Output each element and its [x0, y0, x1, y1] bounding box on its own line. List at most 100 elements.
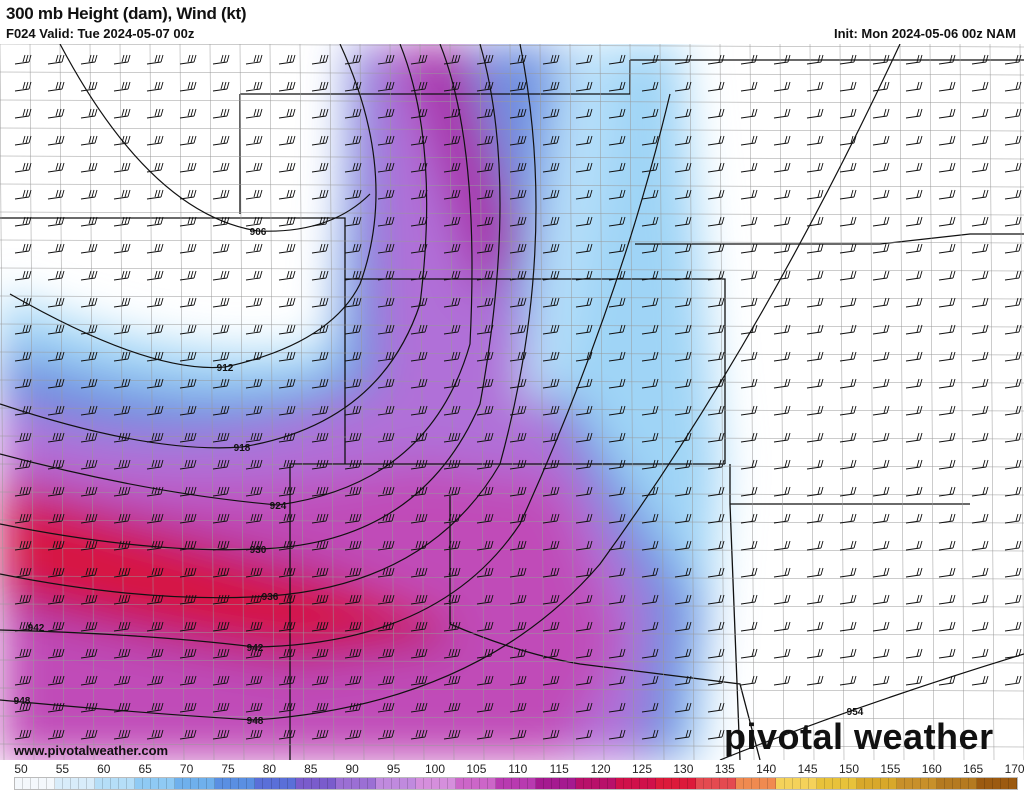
- wind-barb: [674, 216, 692, 227]
- colorbar-swatch: [752, 778, 761, 789]
- wind-barb: [14, 81, 32, 92]
- wind-barb: [674, 702, 692, 713]
- wind-barb: [47, 351, 65, 362]
- wind-barb: [542, 594, 560, 605]
- county-line: [239, 44, 245, 760]
- wind-barb: [872, 648, 890, 659]
- wind-barb: [245, 594, 263, 605]
- colorbar-label: 150: [838, 762, 860, 776]
- wind-barb: [1004, 540, 1022, 551]
- wind-barb: [773, 648, 791, 659]
- wind-barb: [806, 324, 824, 335]
- colorbar-swatch: [175, 778, 184, 789]
- wind-barb: [542, 648, 560, 659]
- wind-barb: [245, 675, 263, 686]
- wind-barb: [707, 675, 725, 686]
- wind-barb: [179, 702, 197, 713]
- wind-barb: [872, 324, 890, 335]
- colorbar-swatch: [319, 778, 328, 789]
- wind-barb: [212, 486, 230, 497]
- wind-barb: [179, 459, 197, 470]
- wind-barb: [872, 108, 890, 119]
- wind-barb: [707, 297, 725, 308]
- colorbar-swatch: [776, 778, 785, 789]
- colorbar-swatch: [439, 778, 448, 789]
- contour-label: 918: [234, 443, 251, 454]
- wind-barb: [608, 324, 626, 335]
- wind-barb: [575, 675, 593, 686]
- wind-barb: [146, 54, 164, 65]
- wind-barb: [839, 648, 857, 659]
- wind-barb: [707, 189, 725, 200]
- wind-barb: [674, 459, 692, 470]
- wind-barb: [344, 405, 362, 416]
- wind-barb: [1004, 81, 1022, 92]
- wind-barb: [443, 297, 461, 308]
- wind-barb: [971, 54, 989, 65]
- colorbar-swatch: [351, 778, 360, 789]
- wind-barb: [740, 648, 758, 659]
- wind-barb: [311, 378, 329, 389]
- wind-barb: [410, 621, 428, 632]
- wind-barb: [377, 378, 395, 389]
- colorbar-label: 85: [304, 762, 318, 776]
- wind-barb: [311, 162, 329, 173]
- wind-barb: [542, 729, 560, 740]
- wind-barb: [14, 513, 32, 524]
- wind-barb: [14, 162, 32, 173]
- colorbar-swatch: [880, 778, 889, 789]
- wind-barb: [245, 81, 263, 92]
- wind-barb: [674, 648, 692, 659]
- wind-barb: [245, 54, 263, 65]
- wind-barb: [872, 405, 890, 416]
- wind-barb: [1004, 324, 1022, 335]
- wind-barb: [542, 405, 560, 416]
- wind-barb: [806, 567, 824, 578]
- wind-barb: [344, 297, 362, 308]
- contour-label: 936: [262, 592, 279, 603]
- wind-barb: [938, 108, 956, 119]
- wind-barb: [245, 486, 263, 497]
- wind-barb: [179, 432, 197, 443]
- county-line: [0, 351, 1024, 356]
- wind-barb: [80, 135, 98, 146]
- wind-barb: [608, 378, 626, 389]
- wind-barb: [278, 81, 296, 92]
- wind-barb: [575, 270, 593, 281]
- wind-barb: [377, 729, 395, 740]
- wind-barb: [641, 108, 659, 119]
- colorbar-swatch: [255, 778, 264, 789]
- wind-barb: [212, 648, 230, 659]
- wind-barb: [47, 135, 65, 146]
- wind-barb: [542, 567, 560, 578]
- wind-barb: [14, 270, 32, 281]
- wind-barb: [410, 729, 428, 740]
- wind-barb: [47, 648, 65, 659]
- colorbar-label: 60: [97, 762, 111, 776]
- wind-barb: [938, 324, 956, 335]
- wind-barb: [80, 567, 98, 578]
- wind-barb: [443, 675, 461, 686]
- wind-barb: [839, 432, 857, 443]
- wind-barb: [278, 621, 296, 632]
- wind-barb: [707, 540, 725, 551]
- colorbar-label: 100: [424, 762, 446, 776]
- wind-barb: [47, 81, 65, 92]
- colorbar-label: 65: [138, 762, 152, 776]
- wind-barb: [146, 702, 164, 713]
- wind-barb: [938, 135, 956, 146]
- wind-barb: [773, 432, 791, 443]
- county-line: [0, 603, 1024, 608]
- county-line: [0, 44, 1024, 48]
- wind-barb: [146, 648, 164, 659]
- wind-barb: [938, 297, 956, 308]
- wind-barb: [575, 297, 593, 308]
- wind-barb: [14, 675, 32, 686]
- wind-barb: [674, 54, 692, 65]
- colorbar-swatch: [87, 778, 96, 789]
- wind-barb: [377, 216, 395, 227]
- map-title: 300 mb Height (dam), Wind (kt): [6, 4, 247, 23]
- colorbar-swatch: [1000, 778, 1009, 789]
- wind-barb: [575, 216, 593, 227]
- colorbar-swatch: [447, 778, 456, 789]
